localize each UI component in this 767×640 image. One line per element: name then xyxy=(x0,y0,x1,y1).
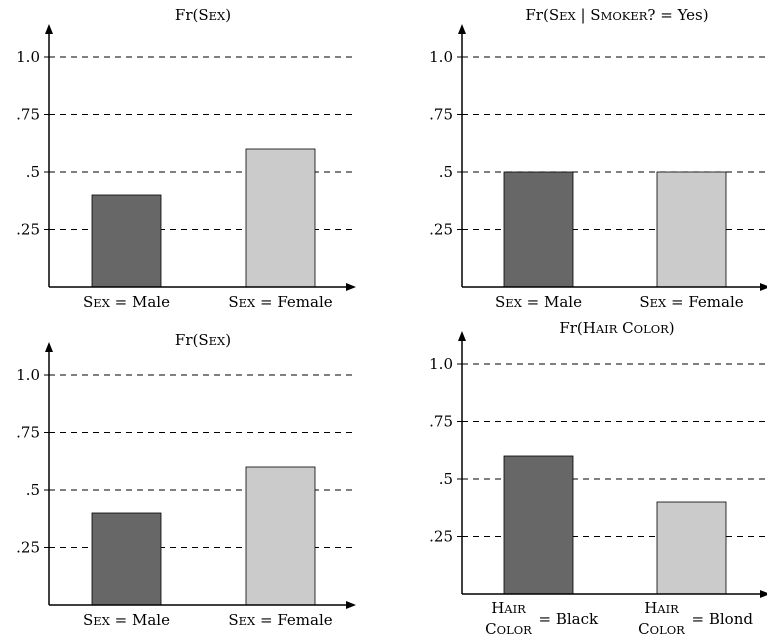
y-tick-label: .25 xyxy=(429,221,453,239)
category-label: SEX = Female xyxy=(228,293,332,311)
y-axis-arrow xyxy=(458,24,466,34)
bar-2 xyxy=(656,501,727,595)
chart-title: Fr(SEX) xyxy=(175,331,231,349)
x-axis-arrow xyxy=(760,283,767,291)
x-axis-arrow xyxy=(760,590,767,598)
y-tick-label: .25 xyxy=(429,528,453,546)
chart-title: Fr(SEX | SMOKER? = Yes) xyxy=(525,6,708,24)
category-label: SEX = Female xyxy=(639,293,743,311)
bar-2 xyxy=(656,171,727,288)
y-tick-label: 1.0 xyxy=(16,48,40,66)
y-tick-label: .75 xyxy=(429,106,453,124)
chart-title: Fr(HAIR COLOR) xyxy=(559,319,674,337)
category-label: SEX = Male xyxy=(83,293,170,311)
bar-1 xyxy=(91,194,162,288)
y-tick-label: 1.0 xyxy=(429,355,453,373)
y-tick-label: .75 xyxy=(16,106,40,124)
chart-panel-3: Fr(SEX) .25 .5 .75 1.0 SEX = Male SEX = Female xyxy=(16,331,356,629)
chart-panel-2: Fr(SEX | SMOKER? = Yes) .25 .5 .75 1.0 SEX = … xyxy=(429,6,767,311)
bar-1 xyxy=(503,171,574,288)
y-tick-label: .75 xyxy=(429,413,453,431)
y-tick-label: .25 xyxy=(16,539,40,557)
y-tick-label: .5 xyxy=(26,481,40,499)
category-label-word: HAIR xyxy=(644,599,679,617)
category-label: HAIR COLOR = Blond xyxy=(638,599,753,638)
category-label-word: COLOR xyxy=(638,620,685,638)
y-tick-label: 1.0 xyxy=(16,366,40,384)
bar-2 xyxy=(245,466,316,606)
y-tick-label: .5 xyxy=(439,470,453,488)
y-axis-arrow xyxy=(45,24,53,34)
y-tick-label: .25 xyxy=(16,221,40,239)
y-tick-label: 1.0 xyxy=(429,48,453,66)
x-axis-arrow xyxy=(346,283,356,291)
category-label-word: HAIR xyxy=(491,599,526,617)
y-axis-arrow xyxy=(458,331,466,341)
y-tick-label: .5 xyxy=(26,163,40,181)
category-label: SEX = Female xyxy=(228,611,332,629)
chart-title: Fr(SEX) xyxy=(175,6,231,24)
y-axis-arrow xyxy=(45,342,53,352)
bar-1 xyxy=(503,455,574,595)
category-label-value: = Black xyxy=(539,610,600,628)
bar-1 xyxy=(91,512,162,606)
bar-2 xyxy=(245,148,316,288)
x-axis-arrow xyxy=(346,601,356,609)
category-label-word: COLOR xyxy=(485,620,532,638)
chart-panel-1: Fr(SEX) .25 .5 .75 1.0 SEX = Male SEX = Female xyxy=(16,6,356,311)
category-label: SEX = Male xyxy=(495,293,582,311)
y-tick-label: .5 xyxy=(439,163,453,181)
category-label-value: = Blond xyxy=(692,610,754,628)
y-tick-label: .75 xyxy=(16,424,40,442)
category-label: HAIR COLOR = Black xyxy=(485,599,599,638)
chart-panel-4: Fr(HAIR COLOR) .25 .5 .75 1.0 HAIR COLOR = Blac… xyxy=(429,319,767,638)
category-label: SEX = Male xyxy=(83,611,170,629)
